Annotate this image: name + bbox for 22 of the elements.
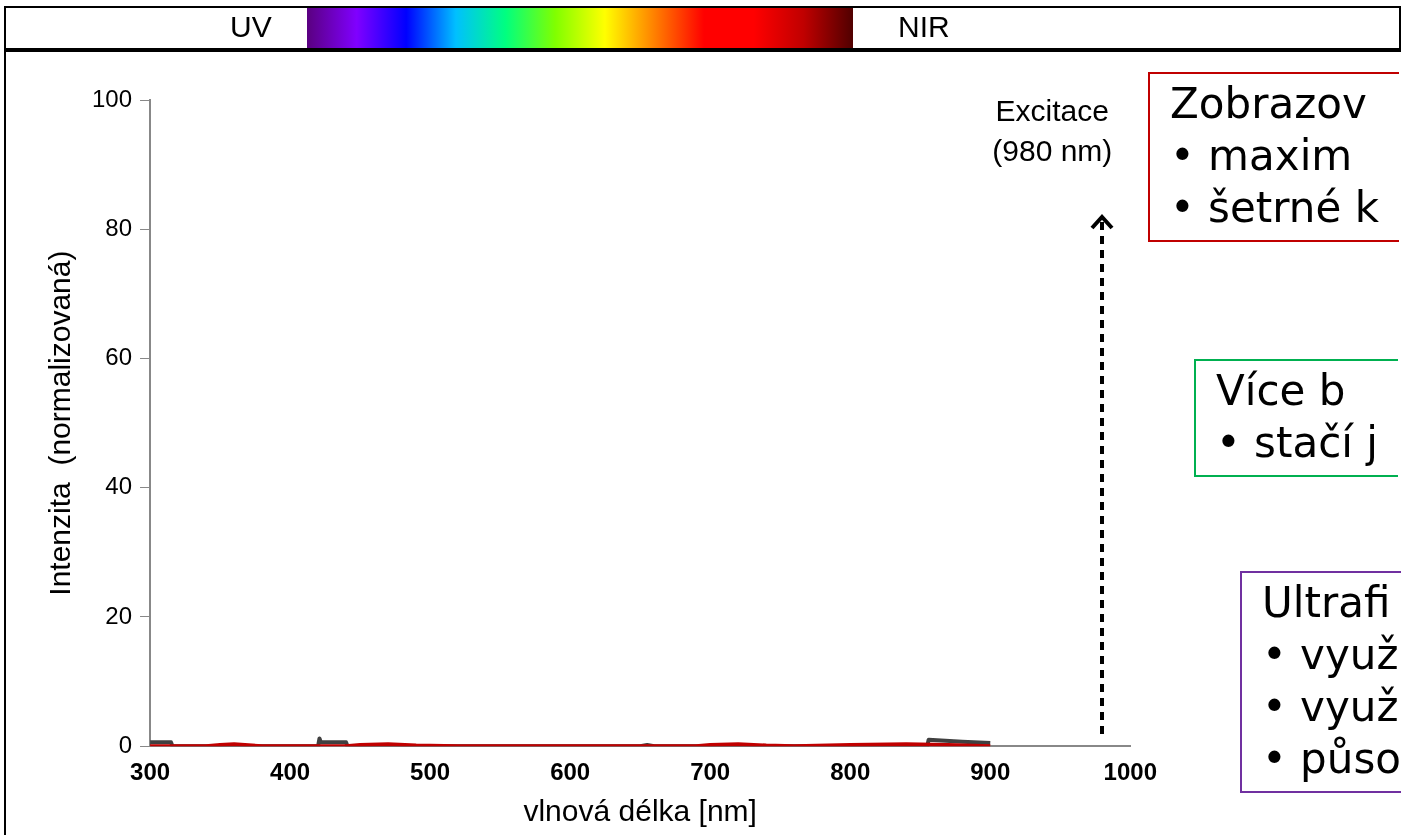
- x-tick-label: 700: [690, 758, 731, 786]
- x-tick-label: 500: [410, 758, 451, 786]
- text: Více b • stačí j: [1194, 359, 1398, 477]
- text: UV: [230, 10, 272, 44]
- ref-line-label: Excitace (980 nm): [992, 93, 1113, 170]
- y-tick-label: 100: [92, 84, 133, 112]
- x-tick-label: 300: [130, 758, 171, 786]
- y-tick-label: 60: [105, 343, 133, 371]
- y-tick-label: 40: [105, 472, 133, 500]
- y-tick-label: 80: [105, 213, 133, 241]
- x-tick-label: 400: [270, 758, 311, 786]
- text: Ultrafi • využ • využ • půso: [1240, 571, 1401, 793]
- x-tick-label: 900: [970, 758, 1011, 786]
- x-tick-label: 800: [830, 758, 871, 786]
- y-axis-title: Intenzita (normalizovaná): [43, 250, 77, 596]
- y-tick-label: 20: [105, 601, 133, 629]
- text: Zobrazov • maxim • šetrné k: [1148, 72, 1399, 242]
- y-tick-label: 0: [118, 730, 133, 758]
- text: NIR: [898, 10, 950, 44]
- x-axis-title: vlnová délka [nm]: [523, 794, 757, 828]
- x-tick-label: 600: [550, 758, 591, 786]
- x-tick-label: 1000: [1103, 758, 1157, 786]
